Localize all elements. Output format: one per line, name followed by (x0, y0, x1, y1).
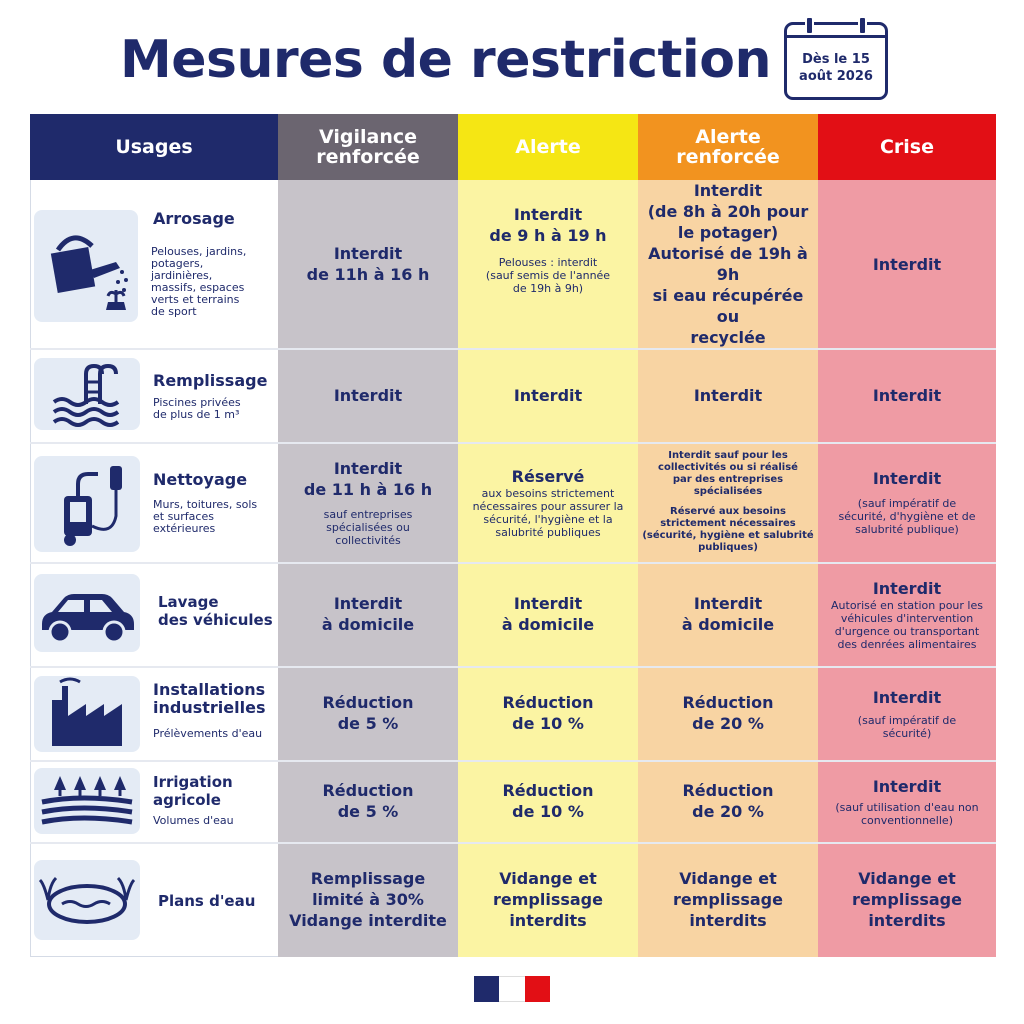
usage-name-installations: Installations industrielles (153, 680, 266, 717)
header-crise: Crise (818, 114, 996, 180)
usage-name-nettoyage: Nettoyage (153, 470, 248, 489)
header-vigilance-line1: Vigilance (318, 126, 417, 148)
usage-name-lavage: Lavage des véhicules (158, 593, 273, 629)
usage-desc-arrosage: Pelouses, jardins, potagers, jardinières, … (151, 245, 247, 318)
header-alerte-label: Alerte (515, 136, 581, 158)
car-icon (34, 574, 140, 652)
cell-nettoyage-alerte: Réservé aux besoins strictement nécessair… (472, 466, 624, 539)
cell-arrosage-alerte: Interdit de 9 h à 19 h Pelouses : interdi… (485, 205, 611, 295)
cell-installations-alerte-renforcee: Réduction de 20 % (682, 693, 774, 733)
pond-icon (34, 860, 140, 940)
cell-plans-eau-alerte-renforcee: Vidange et remplissage interdits (673, 869, 783, 930)
cell-arrosage-crise: Interdit (872, 254, 942, 274)
field-icon (34, 768, 140, 834)
date-line-1: Dès le 15 (802, 52, 870, 67)
usage-name-plans-eau: Plans d'eau (158, 892, 256, 910)
column-alerte-renforcee (638, 180, 818, 957)
header-usages-label: Usages (115, 136, 193, 158)
cell-arrosage-alerte-renforcee: Interdit (de 8h à 20h pour le potager) Au… (647, 181, 809, 347)
cell-irrigation-alerte: Réduction de 10 % (502, 781, 594, 821)
cell-installations-vigilance: Réduction de 5 % (322, 693, 414, 733)
cell-remplissage-alerte-renforcee: Interdit (693, 385, 763, 405)
factory-icon (34, 676, 140, 752)
pressure-washer-icon (34, 456, 140, 552)
cell-irrigation-vigilance: Réduction de 5 % (322, 781, 414, 821)
cell-remplissage-vigilance: Interdit (333, 385, 403, 405)
cell-nettoyage-vigilance: Interdit de 11 h à 16 h sauf entreprises s… (303, 458, 433, 547)
header-vigilance: Vigilance renforcée (278, 114, 458, 180)
cell-plans-eau-vigilance: Remplissage limité à 30% Vidange interdite (289, 869, 447, 930)
usage-name-remplissage: Remplissage (153, 371, 268, 390)
watering-can-icon (34, 210, 138, 322)
cell-installations-alerte: Réduction de 10 % (502, 693, 594, 733)
pool-icon (34, 358, 140, 430)
usage-name-irrigation: Irrigation agricole (153, 773, 233, 809)
usage-desc-nettoyage: Murs, toitures, sols et surfaces extérieur… (153, 498, 258, 535)
header-alerte-renforcee-line2: renforcée (676, 146, 780, 168)
cell-lavage-crise: Interdit Autorisé en station pour les véh… (831, 578, 983, 651)
cell-lavage-vigilance: Interdit à domicile (321, 594, 415, 634)
cell-arrosage-vigilance: Interdit de 11h à 16 h (306, 244, 430, 284)
date-badge: Dès le 15 août 2026 (787, 51, 885, 85)
cell-lavage-alerte: Interdit à domicile (501, 594, 595, 634)
cell-installations-crise: Interdit (sauf impératif de sécurité) (857, 687, 957, 740)
cell-plans-eau-crise: Vidange et remplissage interdits (852, 869, 962, 930)
header-alerte-renforcee: Alerte renforcée (638, 114, 818, 180)
cell-nettoyage-alerte-renforcee: Interdit sauf pour les collectivités ou s… (642, 450, 814, 553)
usage-desc-irrigation: Volumes d'eau (153, 814, 234, 827)
cell-irrigation-crise: Interdit (sauf utilisation d'eau non conv… (835, 776, 979, 827)
header-alerte: Alerte (458, 114, 638, 180)
usage-name-arrosage: Arrosage (153, 209, 235, 228)
usage-desc-remplissage: Piscines privées de plus de 1 m³ (153, 396, 241, 421)
header-usages: Usages (30, 114, 278, 180)
cell-remplissage-crise: Interdit (872, 385, 942, 405)
cell-lavage-alerte-renforcee: Interdit à domicile (681, 594, 775, 634)
header-vigilance-line2: renforcée (316, 146, 420, 168)
cell-remplissage-alerte: Interdit (513, 385, 583, 405)
cell-nettoyage-crise: Interdit (sauf impératif de sécurité, d'h… (838, 469, 976, 536)
republique-francaise-logo (474, 976, 550, 1002)
date-line-2: août 2026 (799, 69, 873, 84)
cell-plans-eau-alerte: Vidange et remplissage interdits (493, 869, 603, 930)
header-alerte-renforcee-line1: Alerte (695, 126, 761, 148)
column-vigilance (278, 180, 458, 957)
column-alerte (458, 180, 638, 957)
usage-desc-installations: Prélèvements d'eau (153, 727, 263, 740)
header-crise-label: Crise (879, 136, 935, 158)
page-title: Mesures de restriction (120, 30, 771, 90)
calendar-icon: Dès le 15 août 2026 (784, 16, 888, 100)
column-crise (818, 180, 996, 957)
cell-irrigation-alerte-renforcee: Réduction de 20 % (682, 781, 774, 821)
